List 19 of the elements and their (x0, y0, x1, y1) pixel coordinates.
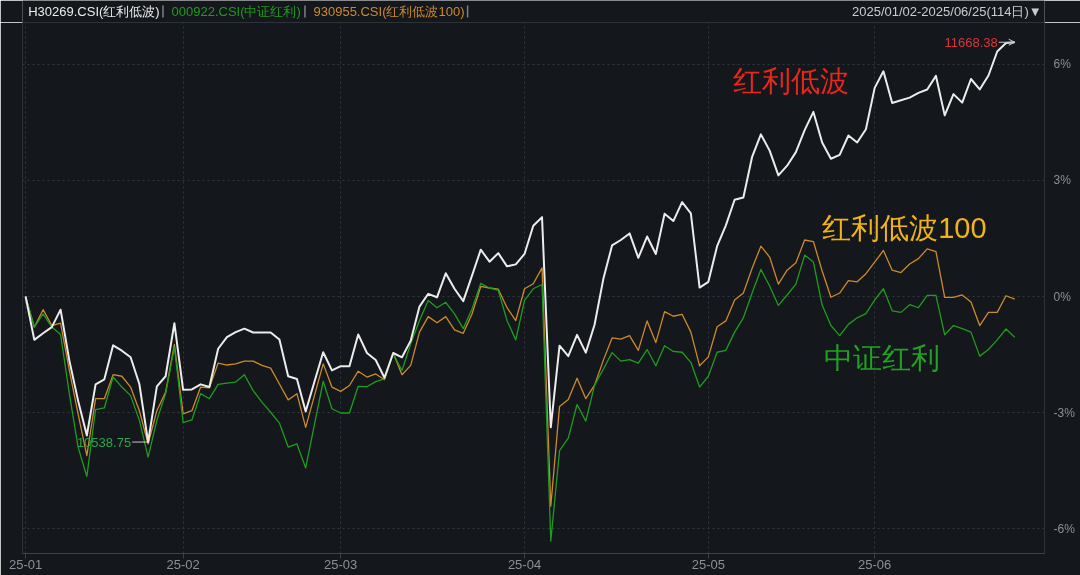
annotation: 中证红利 (823, 342, 940, 375)
x-tick-label: 25-02 (166, 556, 200, 572)
y-tick-label: 6% (1053, 57, 1072, 72)
x-tick-label: 25-01 (8, 556, 43, 572)
text: 000922.CSI(中证红利) (171, 4, 301, 19)
x-tick-label: 25-03 (324, 556, 358, 572)
y-tick-label: 3% (1053, 173, 1072, 188)
annotation: 11668.38 (944, 34, 998, 50)
x-tick-label: 25-05 (691, 556, 725, 572)
chart-subtitle: 2025/01/02-2025/06/25(114日)▼ (851, 4, 1042, 19)
x-tick-label: 25-06 (858, 556, 892, 572)
y-tick-label: 0% (1053, 289, 1072, 304)
annotation: 红利低波100 (822, 212, 987, 245)
x-tick-label: 25-04 (507, 556, 542, 572)
y-tick-label: -6% (1053, 521, 1076, 536)
y-tick-label: -3% (1053, 405, 1076, 420)
text: 930955.CSI(红利低波100) (313, 4, 465, 19)
annotation: 红利低波 (732, 64, 849, 97)
text: H30269.CSI(红利低波) (28, 4, 160, 19)
